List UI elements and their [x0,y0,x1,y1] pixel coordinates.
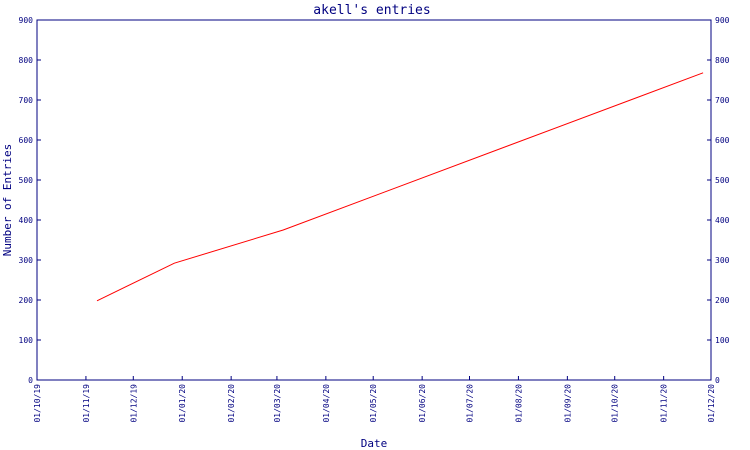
y-tick-label-right: 600 [715,136,730,145]
x-tick-label: 01/08/20 [514,384,523,423]
x-tick-label: 01/10/19 [33,384,42,423]
y-tick-label-left: 700 [19,96,34,105]
y-tick-label-right: 500 [715,176,730,185]
y-tick-label-right: 200 [715,296,730,305]
x-tick-label: 01/12/20 [707,384,716,423]
y-tick-label-right: 0 [715,376,720,385]
y-tick-label-left: 900 [19,16,34,25]
x-tick-label: 01/04/20 [322,384,331,423]
x-tick-label: 01/12/19 [129,384,138,423]
series-layer [96,72,704,302]
y-tick-label-left: 100 [19,336,34,345]
x-axis: 01/10/19 01/11/19 01/12/19 01/01/20 01/02/20… [33,376,716,423]
x-tick-label: 01/01/20 [178,384,187,423]
y-tick-label-left: 400 [19,216,34,225]
y-tick-label-right: 800 [715,56,730,65]
y-tick-label-right: 100 [715,336,730,345]
x-tick-label: 01/06/20 [418,384,427,423]
y-tick-label-left: 800 [19,56,34,65]
x-tick-label: 01/02/20 [227,384,236,423]
y-axis-left: 0 100 200 300 400 500 600 700 800 900 [19,16,41,385]
x-axis-label: Date [361,437,388,450]
y-tick-label-right: 700 [715,96,730,105]
y-tick-label-right: 300 [715,256,730,265]
y-tick-label-left: 200 [19,296,34,305]
x-tick-label: 01/10/20 [611,384,620,423]
y-tick-label-right: 900 [715,16,730,25]
y-tick-label-left: 500 [19,176,34,185]
x-tick-label: 01/07/20 [465,384,474,423]
y-axis-right: 0 100 200 300 400 500 600 700 800 900 [707,16,730,385]
x-tick-label: 01/11/19 [82,384,91,423]
x-tick-label: 01/03/20 [273,384,282,423]
y-tick-label-right: 400 [715,216,730,225]
x-tick-label: 01/11/20 [660,384,669,423]
x-tick-label: 01/09/20 [563,384,572,423]
y-tick-label-left: 0 [28,376,33,385]
x-tick-label: 01/05/20 [369,384,378,423]
plot-frame [36,19,712,381]
series-line [96,72,704,302]
y-tick-label-left: 300 [19,256,34,265]
chart-title: akell's entries [313,3,430,18]
y-axis-label: Number of Entries [1,144,14,257]
y-tick-label-left: 600 [19,136,34,145]
